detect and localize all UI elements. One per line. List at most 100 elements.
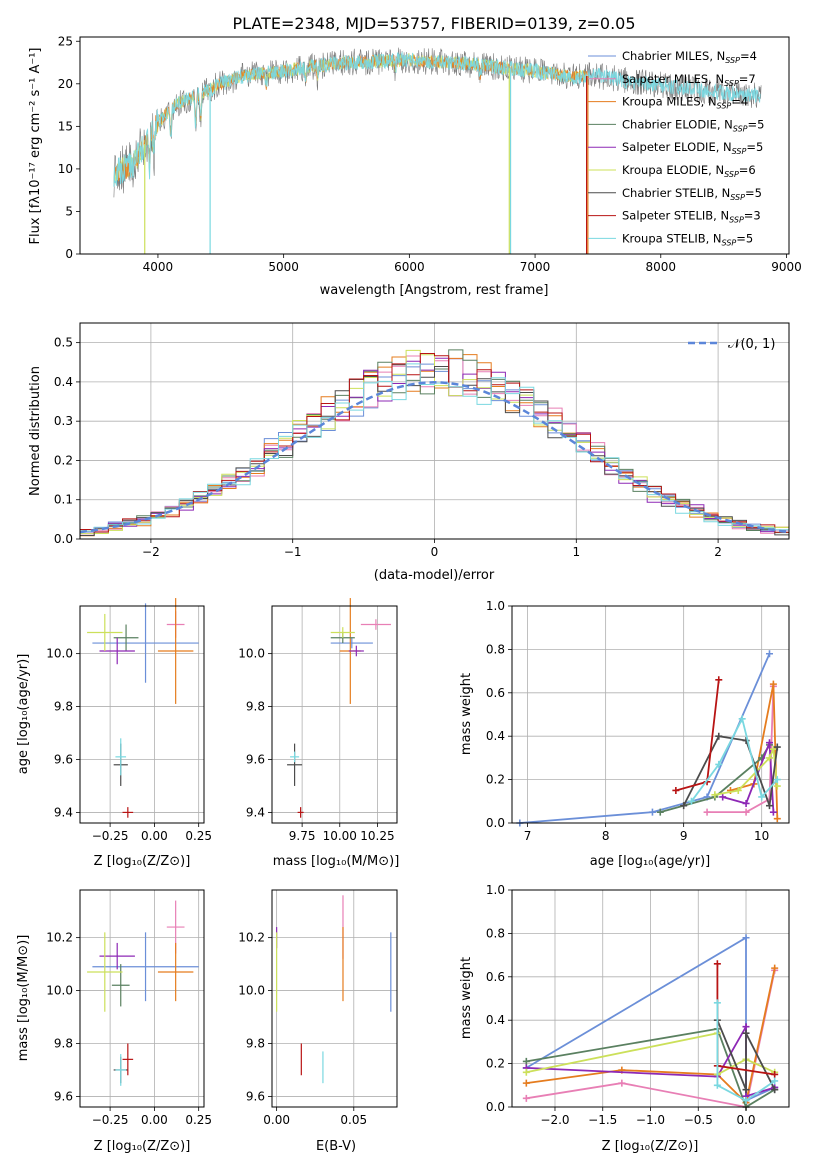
y-tick-label: 0.5	[54, 336, 73, 350]
y-tick-label: 9.8	[54, 700, 73, 714]
x-tick-label: 10.25	[360, 829, 394, 843]
y-tick-label: 25	[58, 34, 73, 48]
mass-ebv-xlabel: E(B-V)	[316, 1139, 356, 1154]
weight-vs-metallicity-plot: −2.0 −1.5 −1.0 −0.5 0.0 0.0 0.2 0.4 0.6 0.8 1.0 Z …	[459, 883, 790, 1154]
x-tick-label: 0	[431, 545, 439, 559]
x-tick-label: −0.25	[92, 829, 129, 843]
x-tick-label: 6000	[394, 260, 425, 274]
legend-label: Salpeter MILES, NSSP=7	[622, 72, 756, 88]
legend-text: Chabrier ELODIE, N	[622, 117, 733, 131]
y-tick-label: 1.0	[486, 883, 505, 897]
weight-marker	[522, 1094, 530, 1102]
weight-age-xlabel: age [log₁₀(age/yr)]	[590, 854, 711, 869]
weight-marker	[742, 799, 750, 807]
weight-marker	[734, 786, 742, 794]
weight-marker	[765, 739, 773, 747]
legend-value: =7	[739, 72, 756, 86]
weight-marker	[765, 650, 773, 658]
x-tick-label: 8	[602, 829, 610, 843]
legend-text: Salpeter STELIB, N	[622, 209, 729, 223]
weight-marker	[771, 1070, 779, 1078]
legend-label: Salpeter STELIB, NSSP=3	[622, 209, 761, 225]
y-tick-label: 15	[58, 119, 73, 133]
x-tick-label: 1	[572, 545, 580, 559]
normal-legend-label: 𝒩(0, 1)	[728, 337, 775, 352]
legend-label: Kroupa STELIB, NSSP=5	[622, 231, 753, 247]
x-tick-label: 8000	[646, 260, 677, 274]
spectrum-xlabel: wavelength [Angstrom, rest frame]	[320, 283, 549, 298]
weight-marker	[773, 743, 781, 751]
x-tick-label: 0.25	[185, 1113, 212, 1127]
x-tick-label: 4000	[143, 260, 174, 274]
weight-marker	[742, 934, 750, 942]
legend-value: =4	[731, 95, 748, 109]
x-tick-label: 0.00	[141, 1113, 168, 1127]
y-tick-label: 0.2	[486, 1057, 505, 1071]
weight-marker	[769, 808, 777, 816]
weight-marker	[522, 1057, 530, 1065]
y-tick-label: 9.4	[54, 805, 73, 819]
y-tick-label: 9.4	[246, 805, 265, 819]
weight-marker	[742, 808, 750, 816]
weight-marker	[672, 786, 680, 794]
y-tick-label: 0.2	[486, 773, 505, 787]
weight-marker	[769, 745, 777, 753]
legend-label: Chabrier ELODIE, NSSP=5	[622, 117, 764, 133]
legend-value: =3	[744, 209, 761, 223]
mass-z-xlabel: Z [log₁₀(Z/Z⊙)]	[94, 1139, 191, 1154]
weight-marker	[765, 754, 773, 762]
y-tick-label: 0.1	[54, 493, 73, 507]
x-tick-label: −2	[142, 545, 160, 559]
age-z-xlabel: Z [log₁₀(Z/Z⊙)]	[94, 854, 191, 869]
weight-marker	[773, 815, 781, 823]
legend-text: Salpeter ELODIE, N	[622, 140, 732, 154]
y-tick-label: 9.6	[246, 1089, 265, 1103]
legend-sub: SSP	[724, 79, 739, 88]
y-tick-label: 10.0	[238, 647, 265, 661]
x-tick-label: 9	[680, 829, 688, 843]
legend-text: Kroupa MILES, N	[622, 95, 717, 109]
weight-marker	[742, 1023, 750, 1031]
normal-legend: 𝒩(0, 1)	[688, 337, 775, 352]
x-tick-label: −1	[284, 545, 302, 559]
weight-marker	[758, 793, 766, 801]
x-tick-label: −2.0	[540, 1113, 569, 1127]
x-tick-label: 10.00	[323, 829, 357, 843]
weight-age-ylabel: mass weight	[459, 673, 474, 755]
legend-label: Chabrier STELIB, NSSP=5	[622, 186, 762, 202]
legend-label: Chabrier MILES, NSSP=4	[622, 49, 757, 65]
weight-marker	[715, 676, 723, 684]
weight-marker	[656, 808, 664, 816]
y-tick-label: 10	[58, 162, 73, 176]
y-tick-label: 10.0	[238, 984, 265, 998]
weight-marker	[765, 802, 773, 810]
legend-sub: SSP	[733, 124, 748, 133]
y-tick-label: 20	[58, 77, 73, 91]
age-mass-xlabel: mass [log₁₀(M/M⊙)]	[273, 854, 400, 869]
age-vs-metallicity-plot: −0.25 0.00 0.25 9.4 9.6 9.8 10.0 Z [log₁₀(Z/Z⊙…	[16, 598, 212, 869]
weight-vs-age-plot: 7 8 9 10 0.0 0.2 0.4 0.6 0.8 1.0 age [log₁₀(age/y…	[459, 599, 790, 869]
legend-sub: SSP	[730, 193, 745, 202]
spectrum-legend: Chabrier MILES, NSSP=4 Salpeter MILES, NS…	[588, 49, 764, 247]
y-tick-label: 0	[65, 247, 73, 261]
legend-sub: SSP	[725, 56, 740, 65]
x-tick-label: 0.00	[263, 1113, 290, 1127]
y-tick-label: 0.8	[486, 642, 505, 656]
weight-marker	[703, 808, 711, 816]
y-tick-label: 9.8	[246, 1036, 265, 1050]
legend-text: Chabrier STELIB, N	[622, 186, 730, 200]
age-vs-mass-plot: 9.75 10.00 10.25 9.4 9.6 9.8 10.0 mass [log₁₀(…	[238, 598, 399, 869]
x-tick-label: 0.05	[340, 1113, 367, 1127]
weight-marker	[522, 1079, 530, 1087]
legend-value: =6	[739, 163, 756, 177]
weight-marker	[773, 782, 781, 790]
weight-marker	[715, 760, 723, 768]
residual-ylabel: Normed distribution	[28, 366, 43, 496]
mass-vs-metallicity-plot: −0.25 0.00 0.25 9.6 9.8 10.0 10.2 Z [log₁₀(Z/Z…	[16, 889, 212, 1154]
legend-value: =5	[748, 117, 765, 131]
x-tick-label: 9.75	[289, 829, 316, 843]
x-tick-label: −1.5	[588, 1113, 617, 1127]
weight-marker	[687, 797, 695, 805]
y-tick-label: 0.4	[486, 729, 505, 743]
weight-marker	[769, 680, 777, 688]
